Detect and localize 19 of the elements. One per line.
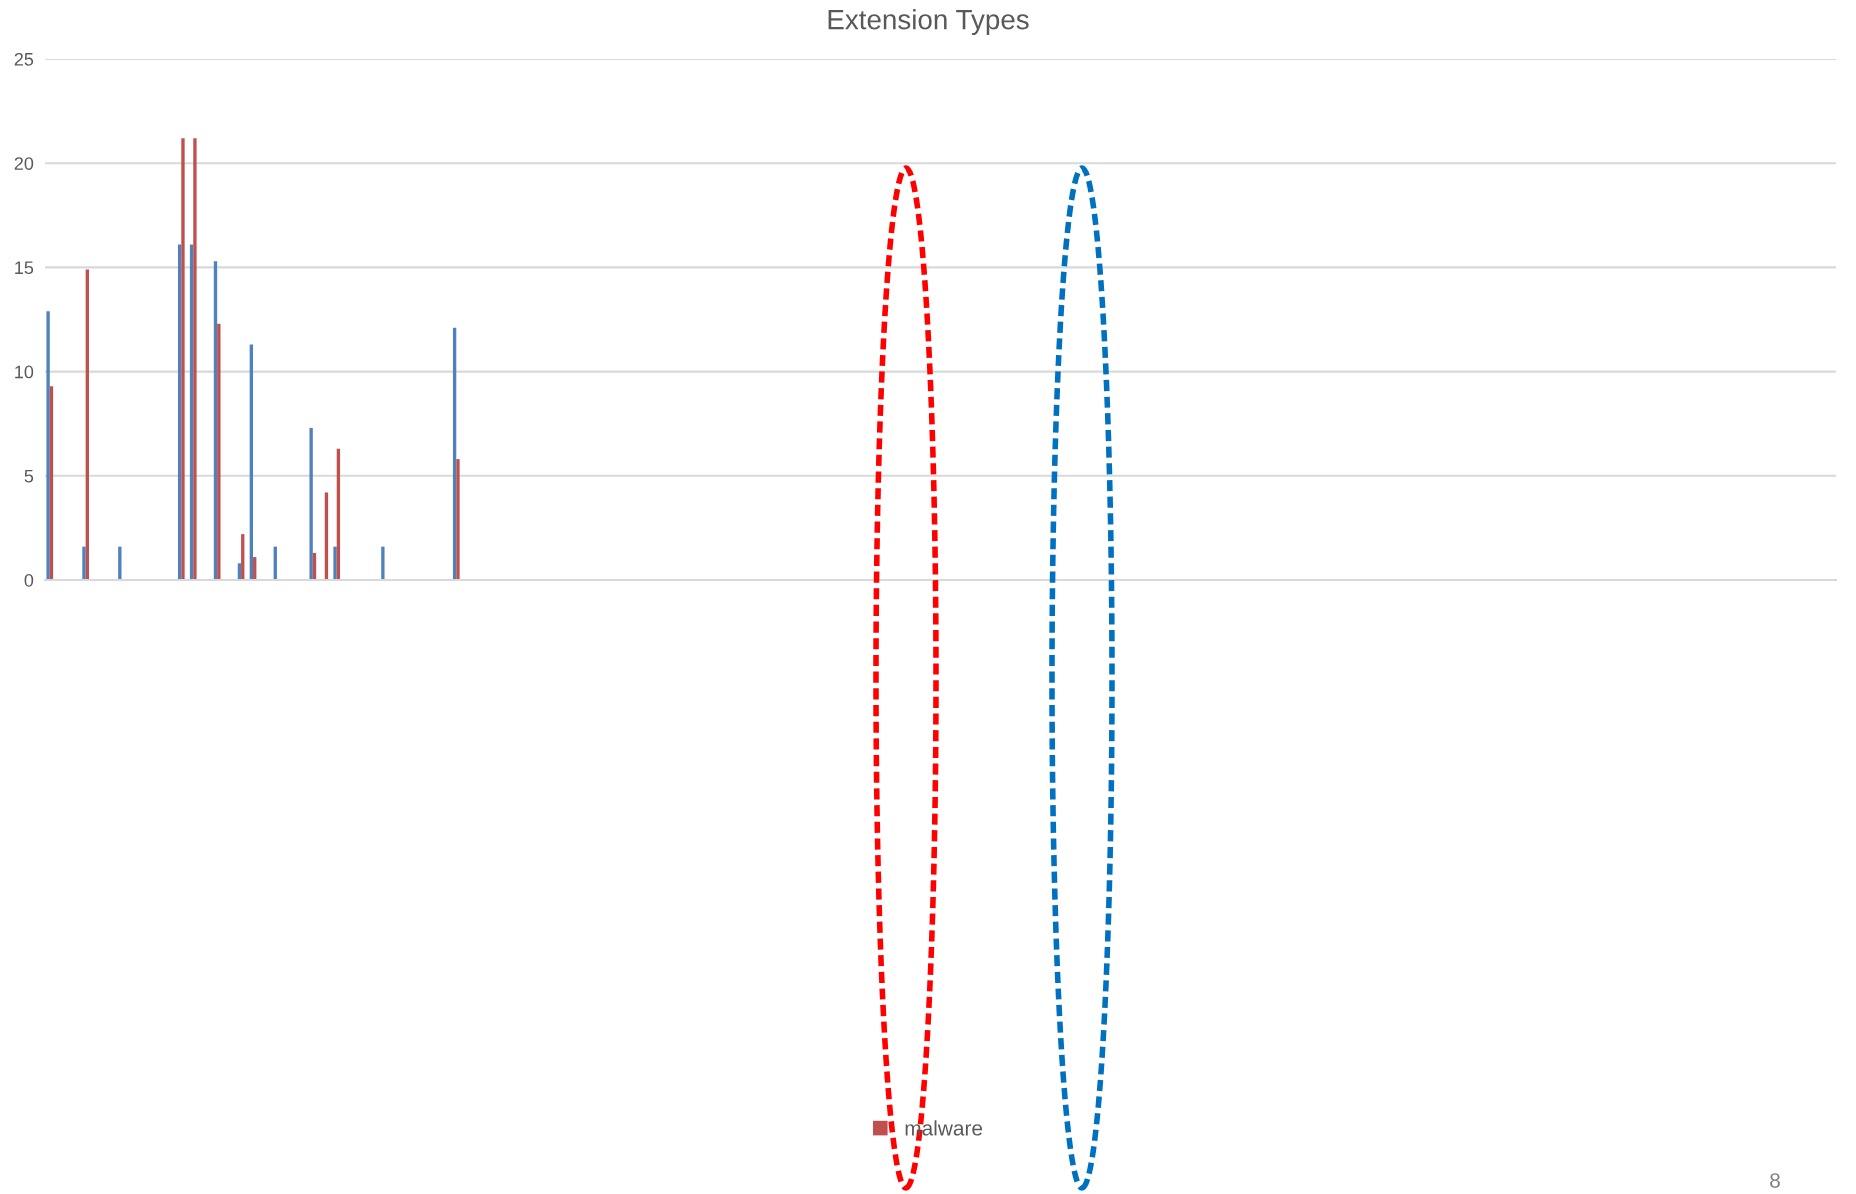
text: 8 xyxy=(1770,1173,1780,1188)
bar xyxy=(118,546,122,580)
y-tick-label: 20 xyxy=(14,157,34,170)
y-tick-label: 15 xyxy=(15,261,34,275)
y-tick-label: 25 xyxy=(14,52,34,66)
bar xyxy=(309,427,313,580)
y-tick-label: 5 xyxy=(24,469,34,483)
y-tick-label: 10 xyxy=(15,365,34,379)
bar xyxy=(217,323,221,580)
bar xyxy=(333,546,337,580)
bar xyxy=(46,311,50,580)
bar xyxy=(181,138,185,580)
chart-title: Extension Types xyxy=(828,9,1029,35)
bar xyxy=(193,138,197,580)
legend-label: malware xyxy=(905,1120,983,1136)
bar xyxy=(82,546,86,580)
y-tick-label: 0 xyxy=(24,573,34,587)
bar xyxy=(456,459,460,580)
bar xyxy=(381,546,385,580)
